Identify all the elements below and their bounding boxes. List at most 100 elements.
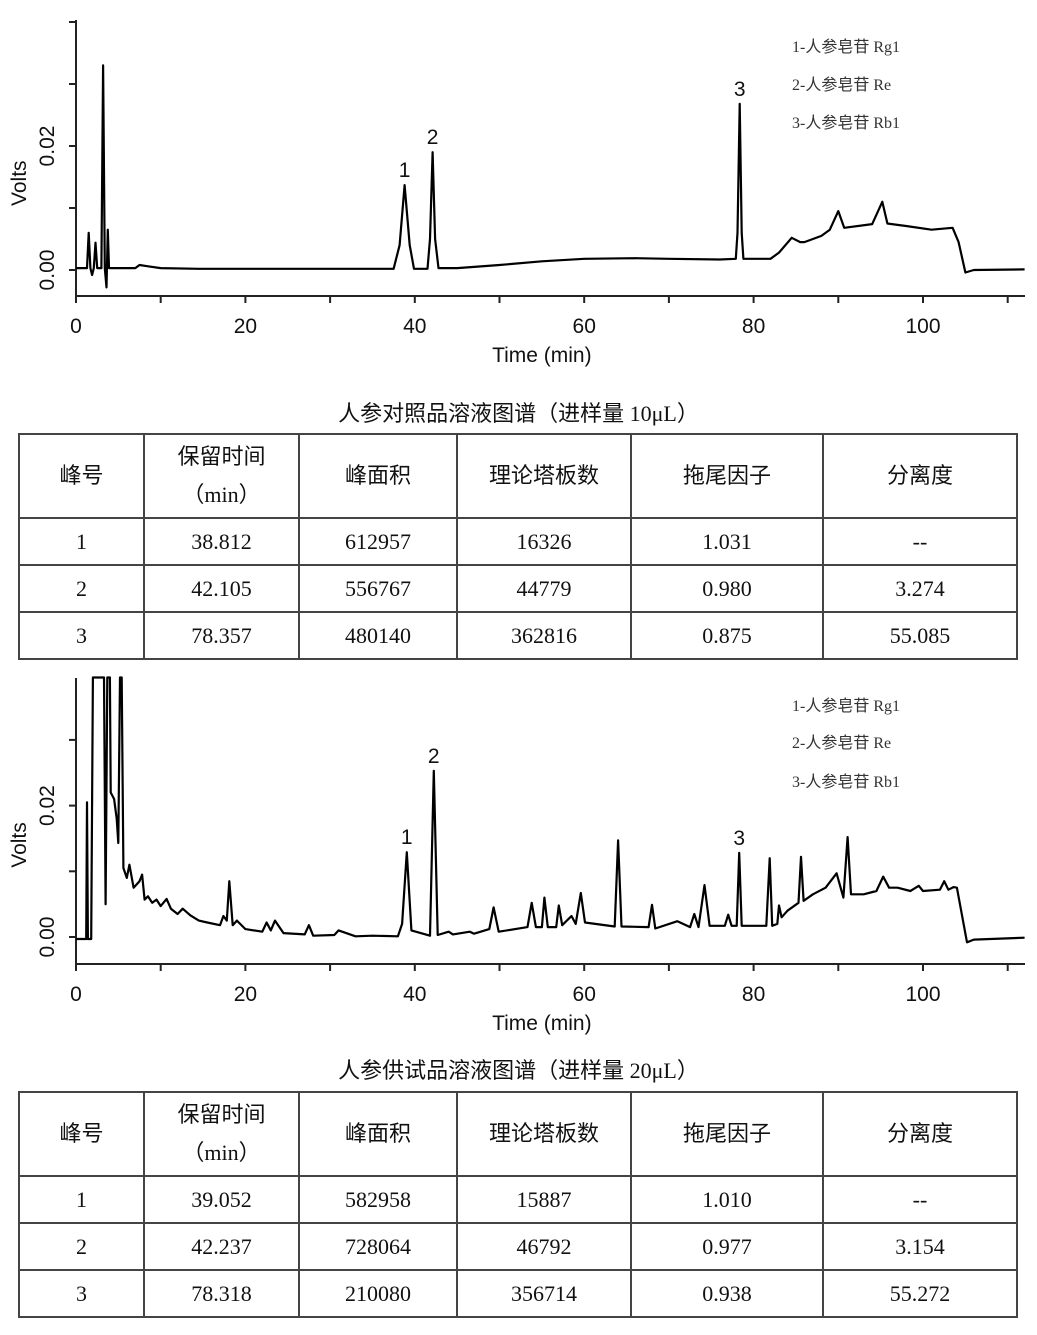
table-cell: 78.357 [143,611,300,660]
x-tick-label: 80 [742,315,765,338]
peak-label: 3 [734,78,746,101]
table-cell: 78.318 [143,1269,300,1318]
header-cell: 拖尾因子 [630,433,824,519]
x-tick-label: 100 [905,315,940,338]
x-axis-label: Time (min) [492,1012,592,1035]
table-cell: 1.010 [630,1175,824,1224]
header-text: （min） [182,1140,261,1165]
peak-label: 1 [399,159,411,182]
y-tick-label: 0.00 [36,917,59,958]
table-row: 2 42.105 556767 44779 0.980 3.274 [18,564,1018,613]
header-text: 分离度 [886,463,953,488]
table-cell: 1 [18,517,145,566]
legend-entry: 3-人参皂苷 Rb1 [792,114,900,132]
table-row: 2 42.237 728064 46792 0.977 3.154 [18,1222,1018,1271]
header-cell: 保留时间 （min） [143,1091,300,1177]
table-cell: -- [822,517,1018,566]
table-row: 3 78.318 210080 356714 0.938 55.272 [18,1269,1018,1318]
header-text: 保留时间 [177,444,266,469]
x-axis-label: Time (min) [492,344,592,367]
peak-label: 2 [427,126,439,149]
header-cell: 分离度 [822,1091,1018,1177]
x-tick-label: 40 [403,315,426,338]
header-cell: 峰面积 [298,433,458,519]
header-cell: 峰面积 [298,1091,458,1177]
table-cell: 42.105 [143,564,300,613]
legend-entry: 1-人参皂苷 Rg1 [792,697,900,715]
x-tick-label: 60 [573,983,596,1006]
peak-label: 2 [428,745,440,768]
table-cell: 44779 [456,564,632,613]
header-text: 峰号 [59,463,104,488]
table-row: 3 78.357 480140 362816 0.875 55.085 [18,611,1018,660]
chromatogram-trace [76,64,1025,289]
table-cell: 3 [18,1269,145,1318]
sample-caption: 人参供试品溶液图谱（进样量 20μL） [338,1058,699,1083]
x-tick-label: 20 [234,983,257,1006]
table-cell: 55.272 [822,1269,1018,1318]
header-text: 理论塔板数 [488,1121,599,1146]
table-cell: 362816 [456,611,632,660]
header-text: 保留时间 [177,1102,266,1127]
table-cell: 356714 [456,1269,632,1318]
header-cell: 保留时间 （min） [143,433,300,519]
reference-results-table: 峰号 保留时间 （min） 峰面积 理论塔板数 拖尾因子 分离度 1 38.812 612957 1… [18,433,1018,660]
table-cell: 0.875 [630,611,824,660]
table-cell: 39.052 [143,1175,300,1224]
sample-results-table: 峰号 保留时间 （min） 峰面积 理论塔板数 拖尾因子 分离度 1 39.052 582958 1… [18,1091,1018,1318]
y-axis-label: Volts [8,160,31,206]
header-cell: 理论塔板数 [456,433,632,519]
table-cell: 15887 [456,1175,632,1224]
x-tick-label: 60 [573,315,596,338]
header-text: 分离度 [886,1121,953,1146]
header-text: 理论塔板数 [488,463,599,488]
chromatogram-trace [76,676,1025,944]
table-cell: 3.154 [822,1222,1018,1271]
header-cell: 峰号 [18,433,145,519]
x-tick-label: 0 [70,983,82,1006]
legend-entry: 2-人参皂苷 Re [792,734,891,752]
header-text: 拖尾因子 [682,463,771,488]
table-cell: 1 [18,1175,145,1224]
table-cell: 556767 [298,564,458,613]
table-cell: 582958 [298,1175,458,1224]
table-cell: 0.980 [630,564,824,613]
header-text: 峰面积 [344,463,411,488]
table-cell: 3 [18,611,145,660]
legend-entry: 1-人参皂苷 Rg1 [792,38,900,56]
header-cell: 峰号 [18,1091,145,1177]
reference-caption: 人参对照品溶液图谱（进样量 10μL） [338,401,699,426]
table-cell: 42.237 [143,1222,300,1271]
table-cell: 55.085 [822,611,1018,660]
y-tick-label: 0.02 [36,126,59,167]
header-cell: 拖尾因子 [630,1091,824,1177]
table-cell: 210080 [298,1269,458,1318]
table-cell: 0.977 [630,1222,824,1271]
table-cell: 2 [18,1222,145,1271]
table-row: 1 38.812 612957 16326 1.031 -- [18,517,1018,566]
table-cell: 1.031 [630,517,824,566]
y-axis-label: Volts [8,822,31,868]
peak-label: 3 [733,827,745,850]
x-tick-label: 0 [70,315,82,338]
header-cell: 分离度 [822,433,1018,519]
x-tick-label: 40 [403,983,426,1006]
header-text: 峰面积 [344,1121,411,1146]
table-cell: 16326 [456,517,632,566]
legend-entry: 3-人参皂苷 Rb1 [792,773,900,791]
y-tick-label: 0.02 [36,785,59,826]
table-cell: -- [822,1175,1018,1224]
table-cell: 38.812 [143,517,300,566]
table-cell: 612957 [298,517,458,566]
table-cell: 2 [18,564,145,613]
header-text: 峰号 [59,1121,104,1146]
x-tick-label: 80 [742,983,765,1006]
table-cell: 728064 [298,1222,458,1271]
table-cell: 46792 [456,1222,632,1271]
table-cell: 480140 [298,611,458,660]
table-cell: 3.274 [822,564,1018,613]
header-cell: 理论塔板数 [456,1091,632,1177]
table-row: 1 39.052 582958 15887 1.010 -- [18,1175,1018,1224]
